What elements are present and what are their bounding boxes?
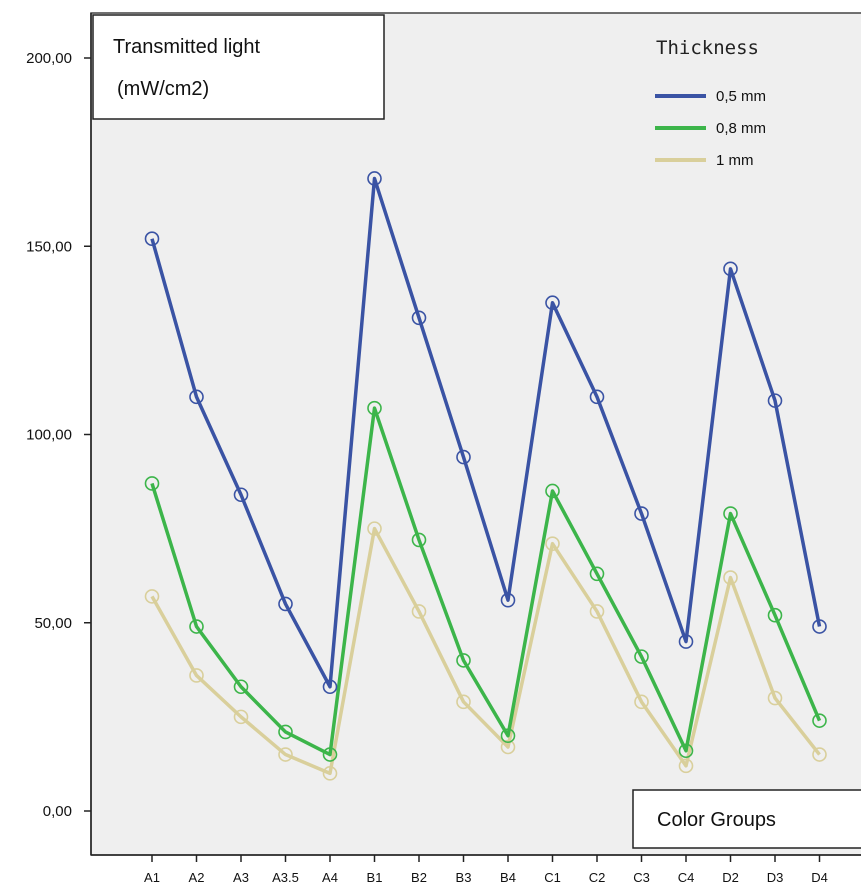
data-point <box>456 694 471 710</box>
series-line <box>150 176 822 689</box>
data-point <box>500 592 516 608</box>
series-0 <box>144 171 827 695</box>
data-point <box>545 295 560 311</box>
y-tick-label: 50,00 <box>34 615 72 632</box>
y-axis-title: Transmitted light <box>113 36 261 58</box>
data-point <box>367 171 382 186</box>
x-axis: A1 A2 A3 A3.5 A4 B1 B2 B3 B4 C1 C2 C3 C4 D2 D3 D4 <box>91 854 861 885</box>
data-point <box>723 570 738 585</box>
x-tick-label: B2 <box>411 870 427 885</box>
legend: Thickness 0,5 mm 0,8 mm 1 mm <box>655 37 766 169</box>
data-point <box>144 589 160 604</box>
x-tick-label: B3 <box>456 870 472 885</box>
series-line <box>150 526 821 776</box>
data-point <box>589 604 605 619</box>
data-point <box>634 649 649 664</box>
data-point <box>545 536 560 551</box>
data-point <box>767 690 783 706</box>
data-point <box>233 679 249 695</box>
data-point <box>144 476 160 491</box>
data-point <box>634 506 649 521</box>
y-tick-label: 0,00 <box>43 803 72 820</box>
series-line <box>150 406 822 757</box>
data-point <box>723 261 738 277</box>
data-point <box>278 724 293 740</box>
data-point <box>278 747 293 762</box>
data-point <box>367 521 382 536</box>
x-tick-label: A3 <box>233 870 249 885</box>
y-axis-unit: (mW/cm2) <box>117 78 209 100</box>
data-point <box>367 400 382 416</box>
data-point <box>678 758 694 774</box>
plot-area <box>90 12 861 856</box>
data-point <box>545 483 560 499</box>
data-point <box>411 532 427 548</box>
x-tick-label: A3.5 <box>272 870 299 885</box>
data-point <box>456 449 471 465</box>
data-point <box>500 739 516 755</box>
x-tick-label: A2 <box>189 870 205 885</box>
x-tick-label: A1 <box>144 870 160 885</box>
data-point <box>812 619 827 634</box>
data-point <box>322 766 338 781</box>
x-tick-label: D4 <box>811 870 828 885</box>
data-point <box>678 743 694 759</box>
series-2 <box>144 521 827 781</box>
series-layer <box>144 171 827 781</box>
data-point <box>500 728 516 744</box>
x-tick-label: D2 <box>722 870 739 885</box>
x-tick-label: C1 <box>544 870 561 885</box>
x-tick-label: B1 <box>367 870 383 885</box>
data-point <box>144 231 160 247</box>
y-axis: 0,00 50,00 100,00 150,00 200,00 <box>26 13 92 855</box>
data-point <box>278 596 293 612</box>
data-point <box>189 668 204 683</box>
x-tick-label: B4 <box>500 870 516 885</box>
x-axis-label-box: Color Groups <box>632 789 861 849</box>
data-point <box>456 653 471 668</box>
x-tick-label: A4 <box>322 870 338 885</box>
data-point <box>589 389 605 405</box>
legend-label: 0,8 mm <box>716 120 766 137</box>
y-axis-label-box: Transmitted light (mW/cm2) <box>92 14 385 120</box>
x-tick-label: C3 <box>633 870 650 885</box>
data-point <box>678 634 694 649</box>
legend-title: Thickness <box>656 37 759 59</box>
data-point <box>189 619 204 634</box>
data-point <box>233 709 249 725</box>
data-point <box>812 747 827 762</box>
series-1 <box>144 400 827 762</box>
y-tick-label: 150,00 <box>26 238 72 255</box>
y-tick-label: 100,00 <box>26 427 72 444</box>
x-tick-label: D3 <box>767 870 784 885</box>
data-point <box>233 487 249 503</box>
x-axis-title: Color Groups <box>657 809 776 831</box>
data-point <box>189 389 204 405</box>
data-point <box>411 604 427 619</box>
data-point <box>812 713 827 728</box>
data-point <box>322 679 338 695</box>
data-point <box>411 310 427 326</box>
data-point <box>723 506 738 521</box>
x-tick-label: C4 <box>678 870 695 885</box>
legend-label: 0,5 mm <box>716 88 766 105</box>
data-point <box>634 694 649 710</box>
data-point <box>767 393 783 408</box>
data-point <box>322 747 338 762</box>
data-point <box>767 607 783 623</box>
legend-label: 1 mm <box>716 152 754 169</box>
data-point <box>589 566 605 582</box>
x-tick-label: C2 <box>589 870 606 885</box>
y-tick-label: 200,00 <box>26 50 72 67</box>
